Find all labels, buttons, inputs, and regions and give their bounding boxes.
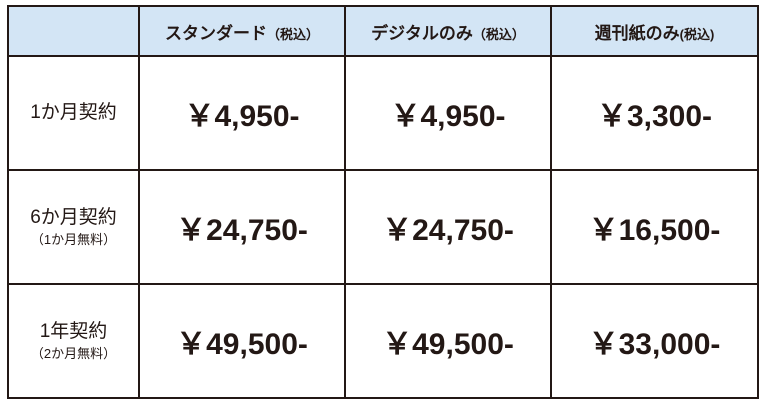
row-label: 1年契約 （2か月無料） <box>7 283 140 399</box>
column-name: 週刊紙のみ <box>594 23 680 43</box>
plan-note: （2か月無料） <box>30 346 117 361</box>
table-row: 1年契約 （2か月無料） ￥49,500- ￥49,500- ￥33,000- <box>7 283 759 399</box>
price-cell: ￥16,500- <box>550 169 759 285</box>
price-cell: ￥49,500- <box>138 283 346 399</box>
tax-note: （税込） <box>472 26 525 42</box>
price-cell: ￥24,750- <box>344 169 552 285</box>
corner-cell <box>7 5 140 57</box>
price-cell: ￥49,500- <box>344 283 552 399</box>
plan-label: 6か月契約 <box>30 207 117 228</box>
pricing-table: スタンダード（税込） デジタルのみ（税込） 週刊紙のみ(税込) 1か月契約 ￥4… <box>7 5 759 399</box>
table-row: 6か月契約 （1か月無料） ￥24,750- ￥24,750- ￥16,500- <box>7 169 759 285</box>
column-header-digital: デジタルのみ（税込） <box>344 5 552 57</box>
plan-label: 1か月契約 <box>30 102 117 123</box>
price-cell: ￥24,750- <box>138 169 346 285</box>
row-label: 6か月契約 （1か月無料） <box>7 169 140 285</box>
column-header-standard: スタンダード（税込） <box>138 5 346 57</box>
plan-label: 1年契約 <box>39 321 108 342</box>
tax-note: （税込） <box>266 26 319 42</box>
column-header-weekly: 週刊紙のみ(税込) <box>550 5 759 57</box>
tax-note: (税込) <box>679 26 715 42</box>
header-row: スタンダード（税込） デジタルのみ（税込） 週刊紙のみ(税込) <box>7 5 759 57</box>
table-row: 1か月契約 ￥4,950- ￥4,950- ￥3,300- <box>7 55 759 171</box>
column-name: デジタルのみ <box>371 23 473 43</box>
price-cell: ￥4,950- <box>138 55 346 171</box>
price-cell: ￥4,950- <box>344 55 552 171</box>
price-cell: ￥3,300- <box>550 55 759 171</box>
column-name: スタンダード <box>164 23 267 43</box>
plan-note: （1か月無料） <box>30 232 117 247</box>
price-cell: ￥33,000- <box>550 283 759 399</box>
row-label: 1か月契約 <box>7 55 140 171</box>
